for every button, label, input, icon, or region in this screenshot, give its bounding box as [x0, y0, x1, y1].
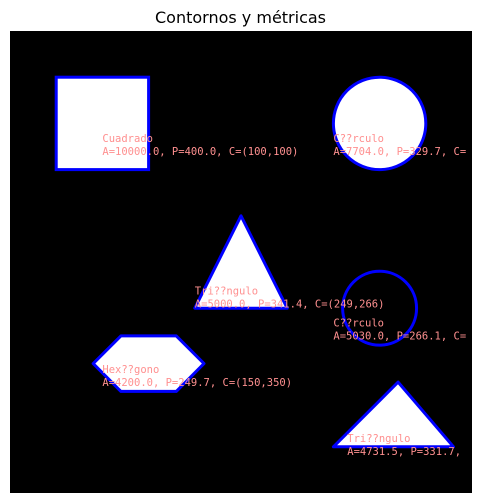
- triangle-1-label-name: Tri??ngulo: [195, 285, 258, 297]
- circle-2-label-name: C??rculo: [333, 318, 384, 330]
- hexagon-label-name: Hex??gono: [102, 364, 159, 376]
- triangle-2-label-name: Tri??ngulo: [347, 433, 410, 445]
- shapes-layer: [54, 75, 455, 449]
- triangle-2-label-metrics: A=4731.5, P=331.7,: [347, 446, 461, 458]
- hexagon-shape: [91, 334, 206, 393]
- chart-title: Contornos y métricas: [154, 8, 327, 27]
- triangle-1-label-metrics: A=5000.0, P=341.4, C=(249,266): [195, 298, 385, 310]
- square-shape: [54, 75, 151, 172]
- circle-1-shape: [331, 75, 428, 172]
- circle-2-shape: [341, 269, 419, 347]
- circle-2-label-metrics: A=5030.0, P=266.1, C=: [333, 331, 466, 343]
- circle-1-label-metrics: A=7704.0, P=329.7, C=: [333, 146, 466, 158]
- square-label-metrics: A=10000.0, P=400.0, C=(100,100): [102, 146, 298, 158]
- triangle-1-shape: [193, 214, 289, 310]
- hexagon-label-metrics: A=4200.0, P=249.7, C=(150,350): [102, 377, 292, 389]
- circle-1-label-name: C??rculo: [333, 133, 384, 145]
- triangle-2-shape: [331, 380, 455, 449]
- square-label-name: Cuadrado: [102, 133, 153, 145]
